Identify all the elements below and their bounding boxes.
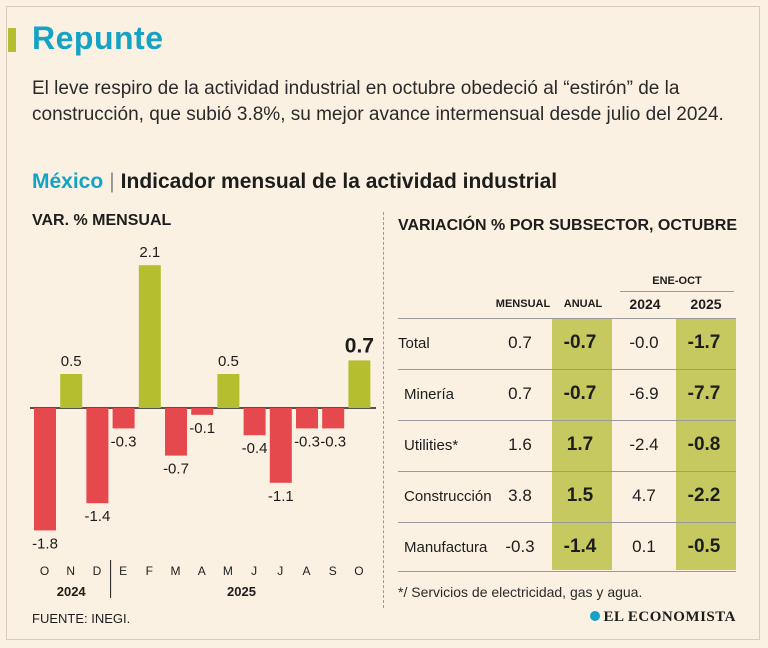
bar-11: [322, 408, 345, 429]
col-head-mensual: MENSUAL: [495, 298, 551, 310]
x-tick-2: D: [93, 564, 103, 578]
bar-label-12: 0.7: [345, 334, 374, 357]
bar-10: [296, 408, 318, 429]
x-tick-6: A: [198, 564, 207, 578]
bar-label-5: -0.7: [163, 461, 189, 478]
table-row: Minería 0.7 -0.7 -6.9 -7.7: [398, 369, 736, 420]
bar-label-6: -0.1: [189, 420, 215, 437]
bar-label-2: -1.4: [84, 508, 110, 525]
cell-2024: -6.9: [629, 384, 659, 403]
x-tick-3: E: [119, 564, 128, 578]
bar-8: [243, 408, 266, 436]
cell-2025: -0.5: [687, 536, 721, 557]
page-subtitle: El leve respiro de la actividad industri…: [32, 78, 724, 125]
x-tick-8: J: [251, 564, 258, 578]
bar-label-7: 0.5: [218, 353, 239, 370]
cell-2024: -0.0: [629, 333, 659, 352]
row-name: Manufactura: [404, 539, 488, 556]
row-name: Minería: [404, 386, 455, 403]
page-title: Repunte: [32, 20, 164, 56]
row-name: Utilities*: [404, 437, 459, 454]
section-divider: [383, 212, 384, 608]
bar-label-10: -0.3: [294, 433, 320, 450]
chart-heading-country: México: [32, 170, 104, 193]
table-row: Manufactura -0.3 -1.4 0.1 -0.5: [398, 522, 736, 572]
x-tick-0: O: [40, 564, 50, 578]
y2025-highlight-column: [676, 318, 736, 570]
anual-highlight-column: [552, 318, 612, 570]
cell-anual: -1.4: [563, 536, 597, 557]
cell-mensual: 3.8: [508, 486, 532, 505]
row-name: Construcción: [404, 488, 492, 505]
table-heading: VARIACIÓN % POR SUBSECTOR, OCTUBRE: [398, 217, 737, 234]
cell-2025: -0.8: [687, 434, 721, 455]
cell-2025: -1.7: [687, 332, 721, 353]
cell-2025: -2.2: [687, 485, 721, 506]
cell-mensual: 0.7: [508, 384, 532, 403]
cell-mensual: -0.3: [505, 537, 535, 556]
bar-5: [165, 408, 187, 456]
cell-2024: -2.4: [629, 435, 659, 454]
table-row: Construcción 3.8 1.5 4.7 -2.2: [398, 471, 736, 522]
col-head-2025: 2025: [690, 296, 722, 312]
x-tick-11: S: [329, 564, 338, 578]
table-row: Total 0.7 -0.7 -0.0 -1.7: [398, 318, 736, 369]
x-tick-9: J: [277, 564, 284, 578]
bar-label-3: -0.3: [111, 433, 137, 450]
col-head-anual: ANUAL: [563, 298, 603, 310]
bar-4: [138, 265, 161, 408]
cell-mensual: 1.6: [508, 435, 532, 454]
cell-anual: -0.7: [563, 332, 597, 353]
bar-3: [112, 408, 135, 429]
table-row: Utilities* 1.6 1.7 -2.4 -0.8: [398, 420, 736, 471]
x-tick-1: N: [66, 564, 76, 578]
bar-chart-heading: VAR. % MENSUAL: [32, 212, 172, 229]
brand-logo: EL ECONOMISTA: [589, 609, 737, 626]
x-tick-7: M: [223, 564, 234, 578]
cell-2025: -7.7: [687, 383, 721, 404]
cell-2024: 0.1: [632, 537, 656, 556]
bar-label-11: -0.3: [320, 433, 346, 450]
chart-heading: México | Indicador mensual de la actividad…: [32, 170, 557, 194]
bar-label-0: -1.8: [32, 535, 58, 552]
year-label-1: 2025: [227, 584, 256, 599]
group-label-underline: [620, 291, 734, 292]
bar-9: [269, 408, 292, 483]
col-head-2024: 2024: [629, 296, 661, 312]
title-accent-bar: [8, 28, 16, 52]
cell-anual: 1.5: [566, 485, 594, 506]
x-tick-12: O: [354, 564, 364, 578]
x-tick-4: F: [146, 564, 154, 578]
footnote: */ Servicios de electricidad, gas y agua…: [398, 584, 643, 600]
bar-0: [34, 408, 56, 531]
infographic-frame: [6, 6, 760, 640]
bar-label-9: -1.1: [268, 488, 294, 505]
cell-mensual: 0.7: [508, 333, 532, 352]
bar-label-8: -0.4: [242, 440, 268, 457]
cell-anual: -0.7: [563, 383, 597, 404]
row-name: Total: [398, 335, 430, 352]
bar-label-4: 2.1: [139, 244, 160, 261]
chart-heading-text: Indicador mensual de la actividad indust…: [120, 170, 558, 193]
year-label-0: 2024: [57, 584, 87, 599]
bar-1: [60, 374, 83, 408]
bar-7: [217, 374, 240, 408]
cell-anual: 1.7: [566, 434, 594, 455]
cell-2024: 4.7: [632, 486, 656, 505]
bar-label-1: 0.5: [61, 353, 82, 370]
bar-12: [348, 360, 371, 408]
source-note: FUENTE: INEGI.: [32, 611, 131, 626]
x-tick-5: M: [171, 564, 182, 578]
x-tick-10: A: [302, 564, 311, 578]
chart-heading-separator: |: [109, 170, 115, 193]
group-label-ene-oct: ENE-OCT: [652, 275, 702, 287]
brand-name: EL ECONOMISTA: [603, 609, 736, 625]
bar-6: [191, 408, 214, 415]
brand-icon: [589, 611, 600, 621]
bar-2: [86, 408, 109, 504]
